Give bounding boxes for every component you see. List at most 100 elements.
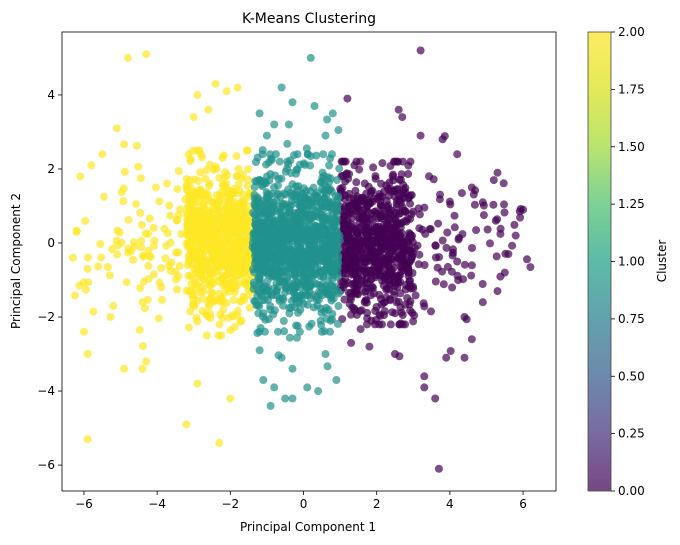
scatter-point [106, 313, 115, 321]
scatter-point [271, 171, 280, 180]
scatter-point [296, 209, 305, 218]
colorbar-tick-label: 0.25 [618, 427, 645, 441]
scatter-point [333, 231, 342, 240]
y-tick-label: −2 [37, 310, 55, 324]
scatter-point [219, 217, 228, 226]
scatter-point [345, 189, 354, 198]
scatter-point [345, 224, 354, 233]
scatter-point [351, 278, 360, 287]
y-tick-label: −4 [37, 384, 55, 398]
scatter-point [122, 278, 131, 287]
scatter-point [489, 176, 498, 185]
scatter-point [347, 338, 356, 347]
scatter-point [384, 242, 393, 251]
scatter-point [182, 420, 191, 429]
scatter-point [288, 394, 297, 403]
scatter-point [303, 383, 312, 392]
scatter-point [351, 270, 359, 279]
scatter-point [136, 208, 145, 217]
scatter-point [183, 208, 191, 217]
scatter-point [436, 190, 444, 199]
scatter-point [201, 218, 210, 227]
scatter-point [72, 227, 81, 236]
scatter-point [264, 242, 273, 251]
scatter-point [204, 302, 213, 311]
scatter-point [198, 241, 206, 250]
x-tick-label: −4 [148, 497, 166, 511]
scatter-point [219, 151, 228, 160]
x-tick-label: 6 [519, 497, 527, 511]
scatter-point [226, 196, 235, 205]
scatter-point [209, 198, 218, 207]
scatter-point [138, 298, 147, 307]
scatter-point [228, 311, 237, 320]
scatter-point [211, 79, 220, 88]
scatter-point [172, 285, 181, 294]
scatter-point [206, 314, 215, 322]
scatter-point [460, 353, 469, 362]
scatter-point [83, 435, 92, 444]
scatter-point [375, 310, 384, 319]
scatter-point [131, 200, 140, 208]
scatter-point [399, 206, 407, 215]
scatter-point [470, 200, 479, 209]
scatter-point [270, 383, 279, 392]
scatter-point [69, 253, 77, 262]
scatter-point [492, 252, 501, 261]
scatter-point [460, 260, 469, 269]
scatter-point [138, 342, 147, 351]
scatter-point [301, 226, 310, 235]
scatter-point [258, 265, 267, 274]
scatter-point [406, 199, 415, 208]
scatter-point [215, 438, 224, 447]
scatter-point [326, 174, 335, 183]
scatter-point [288, 364, 297, 373]
scatter-point [415, 250, 424, 259]
scatter-point [409, 284, 418, 293]
scatter-point [339, 224, 348, 233]
scatter-point [166, 267, 175, 275]
scatter-point [395, 320, 404, 329]
scatter-point [139, 277, 148, 286]
scatter-point [258, 312, 267, 321]
scatter-point [478, 298, 487, 307]
scatter-point [314, 387, 323, 396]
scatter-point [204, 228, 213, 237]
scatter-point [526, 263, 535, 272]
scatter-point [204, 182, 213, 190]
scatter-point [409, 317, 418, 326]
scatter-point [119, 184, 128, 193]
scatter-point [290, 270, 299, 279]
scatter-point [250, 199, 259, 208]
scatter-point [351, 286, 360, 295]
scatter-point [399, 189, 408, 198]
scatter-point [367, 187, 376, 196]
colorbar-label: Cluster [655, 240, 669, 283]
colorbar-tick-label: 1.50 [618, 140, 645, 154]
scatter-point [299, 190, 308, 198]
scatter-point [186, 223, 195, 232]
scatter-point [198, 294, 207, 303]
scatter-point [420, 261, 429, 269]
x-tick-label: −2 [221, 497, 239, 511]
scatter-point [244, 175, 252, 184]
scatter-point [81, 285, 90, 294]
scatter-point [222, 87, 231, 96]
scatter-point [283, 157, 292, 166]
scatter-point [71, 291, 79, 300]
scatter-point [310, 102, 319, 110]
y-axis-ticks: −6 −4 −2 0 2 4 [37, 88, 62, 472]
scatter-point [175, 261, 184, 270]
scatter-point [357, 306, 366, 315]
scatter-point [274, 327, 282, 336]
scatter-point [438, 135, 447, 144]
scatter-point [352, 157, 361, 166]
scatter-point [306, 53, 315, 62]
scatter-point [328, 109, 337, 118]
scatter-point [186, 271, 195, 280]
scatter-point [379, 273, 388, 281]
scatter-point [378, 159, 387, 168]
scatter-point [453, 150, 462, 159]
scatter-point [416, 46, 425, 55]
scatter-point [397, 253, 406, 262]
